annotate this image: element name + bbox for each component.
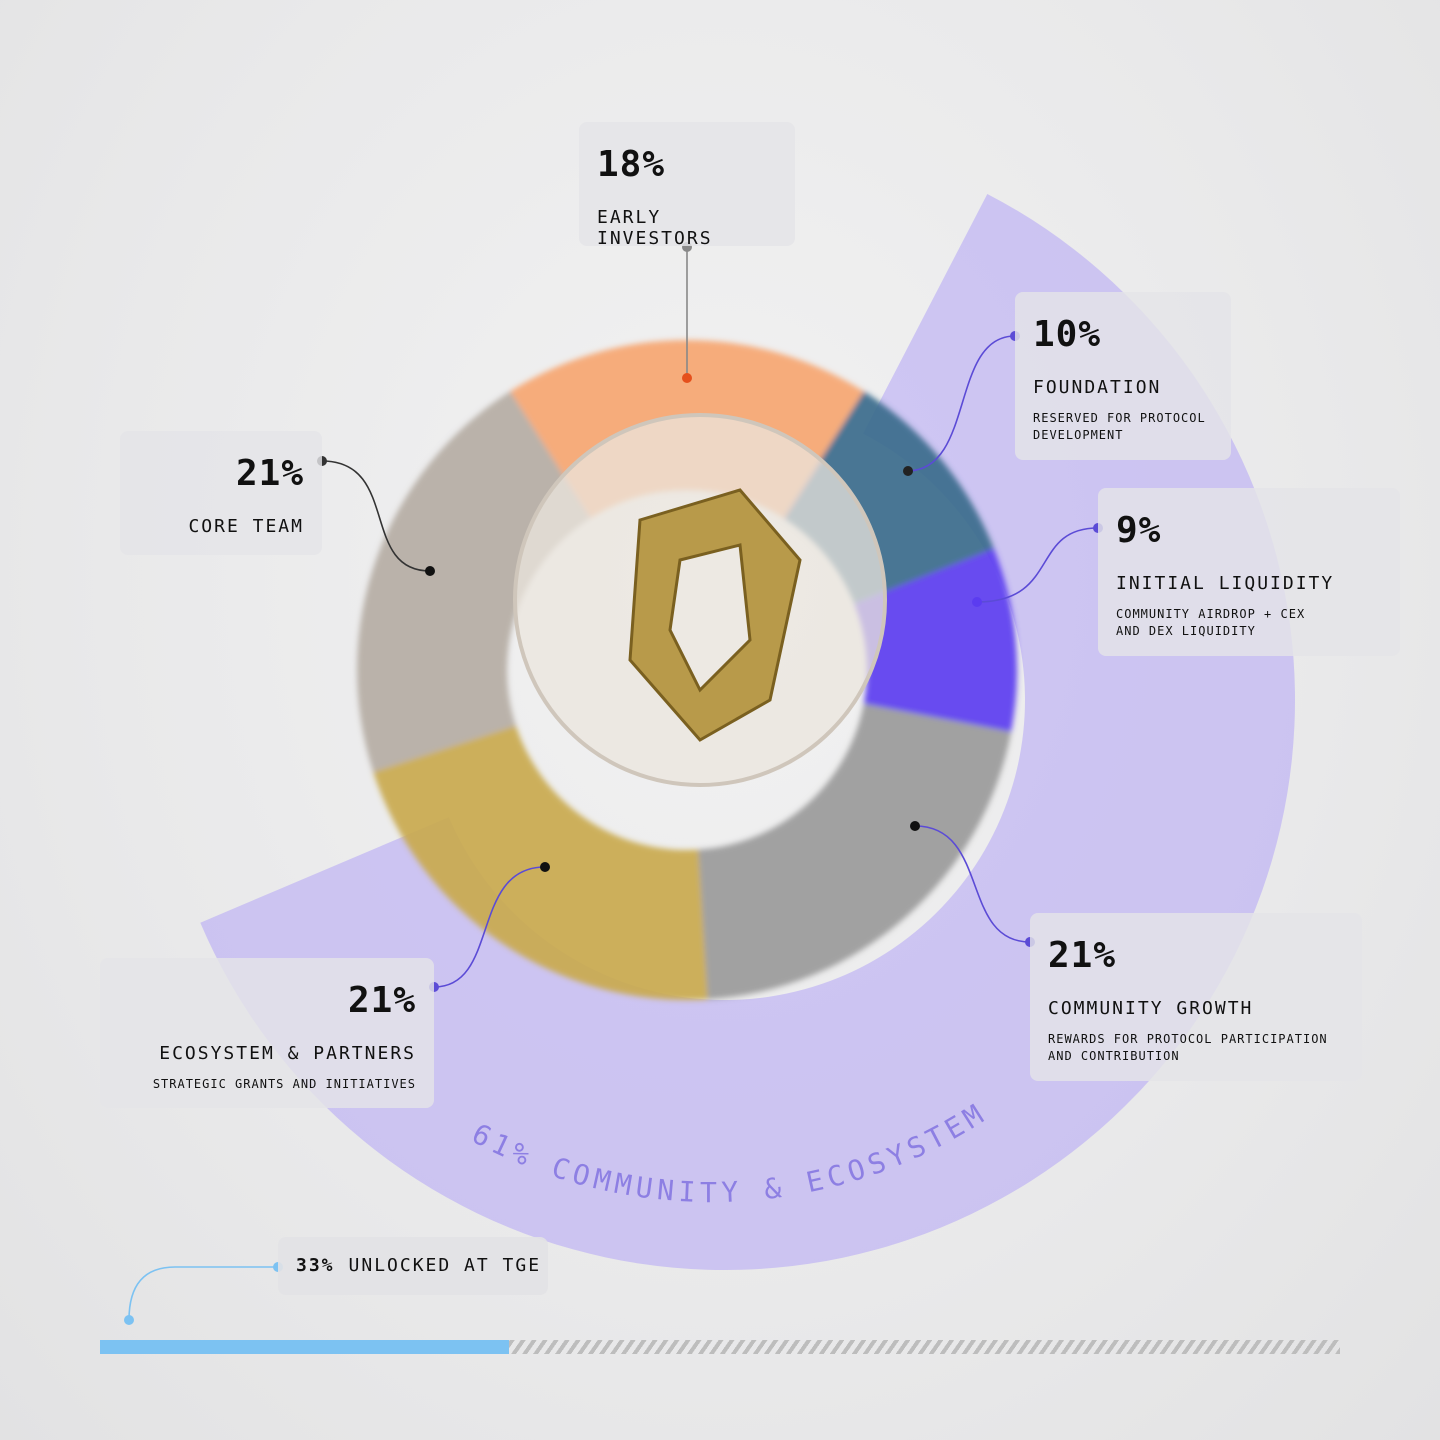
unlock-progress-fill <box>100 1340 510 1354</box>
slice-pct: 21% <box>347 980 416 1021</box>
leader-dot <box>124 1315 134 1325</box>
group-arc-community-ecosystem <box>200 193 1296 1271</box>
label-initial-liquidity: 9% INITIAL LIQUIDITY COMMUNITY AIRDROP +… <box>1098 488 1400 656</box>
leader-line <box>128 1266 278 1321</box>
slice-name: CORE TEAM <box>188 516 304 537</box>
slice-name: INITIAL LIQUIDITY <box>1116 573 1335 594</box>
slice-name: FOUNDATION <box>1033 377 1162 398</box>
label-early-investors: 18% EARLY INVESTORS <box>579 122 795 249</box>
logo-icon <box>628 488 802 742</box>
unlock-label: 33% UNLOCKED AT TGE <box>278 1237 548 1295</box>
leader-dot <box>425 566 435 576</box>
slice-core-team <box>356 391 591 772</box>
label-ecosystem-partners: 21% ECOSYSTEM & PARTNERS STRATEGIC GRANT… <box>100 958 434 1108</box>
leader-line <box>976 527 1099 603</box>
slice-name: ECOSYSTEM & PARTNERS <box>159 1043 416 1064</box>
center-lens <box>513 413 887 787</box>
leader-line <box>433 866 546 988</box>
leader-line <box>907 335 1016 472</box>
unlock-progress-bar <box>100 1340 1340 1354</box>
slice-desc: STRATEGIC GRANTS AND INITIATIVES <box>152 1077 416 1091</box>
unlock-pct: 33% <box>296 1255 335 1276</box>
slice-pct: 21% <box>235 453 304 494</box>
slice-initial-liquidity <box>854 548 1017 732</box>
label-foundation: 10% FOUNDATION RESERVED FOR PROTOCOL DEV… <box>1015 292 1231 460</box>
unlock-text: UNLOCKED AT TGE <box>348 1255 542 1276</box>
leader-dot <box>910 821 920 831</box>
leader-line <box>321 460 431 572</box>
leader-dot <box>903 466 913 476</box>
leader-dot <box>540 862 550 872</box>
slice-pct: 10% <box>1033 314 1102 355</box>
slice-pct: 21% <box>1048 935 1117 976</box>
leader-dot <box>682 373 692 383</box>
leader-line <box>914 825 1031 943</box>
slice-ecosystem-partners <box>373 725 708 1000</box>
slice-pct: 18% <box>597 144 666 185</box>
label-core-team: 21% CORE TEAM <box>120 431 322 555</box>
label-community-growth: 21% COMMUNITY GROWTH REWARDS FOR PROTOCO… <box>1030 913 1362 1081</box>
leader-dot <box>972 597 982 607</box>
slice-desc: COMMUNITY AIRDROP + CEX AND DEX LIQUIDIT… <box>1116 607 1306 638</box>
slice-pct: 9% <box>1116 510 1162 551</box>
slice-desc: RESERVED FOR PROTOCOL DEVELOPMENT <box>1033 411 1206 442</box>
slice-name: COMMUNITY GROWTH <box>1048 998 1254 1019</box>
slice-desc: REWARDS FOR PROTOCOL PARTICIPATION AND C… <box>1048 1032 1328 1063</box>
slice-name: EARLY INVESTORS <box>597 207 713 249</box>
slice-community-growth <box>698 703 1012 1000</box>
